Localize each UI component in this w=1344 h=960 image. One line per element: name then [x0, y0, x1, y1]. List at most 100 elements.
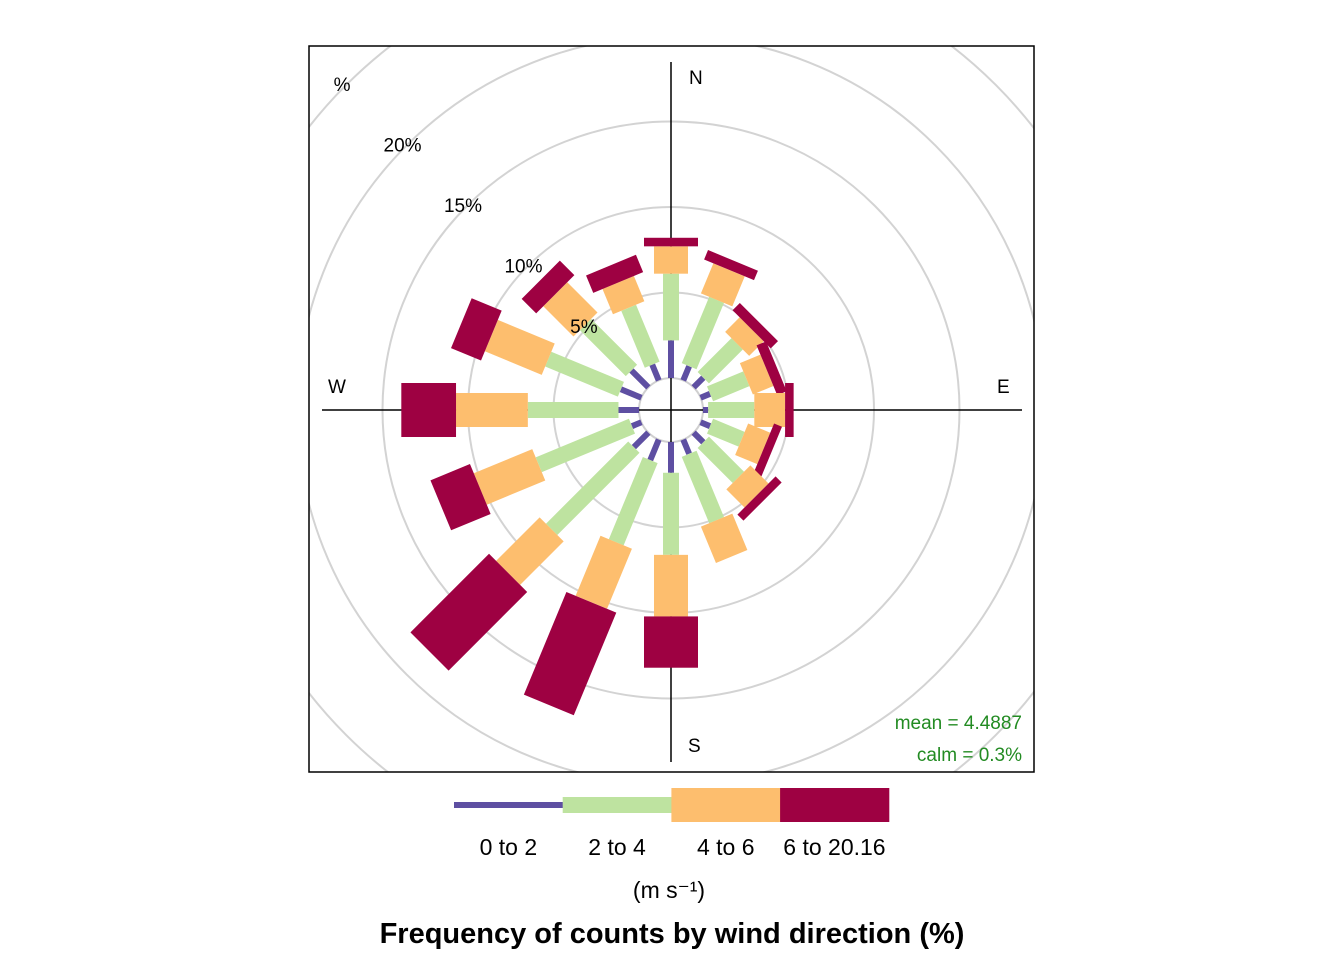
bar-wsw-bin-3	[473, 449, 546, 505]
bar-nne-bin-2	[681, 296, 725, 370]
bar-sw-bin-1	[631, 430, 651, 450]
direction-sw	[410, 430, 651, 671]
bar-s-bin-3	[654, 554, 688, 617]
bar-nw-bin-1	[629, 368, 651, 390]
bar-ne-bin-4	[732, 302, 779, 349]
direction-ese	[699, 418, 782, 477]
bar-ne-bin-2	[697, 338, 743, 384]
bar-wsw-bin-1	[630, 419, 643, 429]
direction-ene	[699, 341, 787, 402]
bar-e-bin-3	[754, 393, 786, 427]
bar-se-bin-1	[691, 430, 706, 445]
bar-sse-bin-3	[700, 513, 748, 563]
chart-title: Frequency of counts by wind direction (%…	[380, 918, 965, 950]
bar-ssw-bin-3	[575, 535, 632, 609]
bar-nnw-bin-4	[586, 254, 644, 293]
bar-w-bin-3	[456, 393, 528, 427]
bar-nnw-bin-3	[602, 275, 645, 315]
direction-sse	[680, 438, 748, 563]
bar-e-bin-2	[708, 402, 755, 418]
bar-n-bin-1	[668, 340, 674, 378]
legend-label-4: 6 to 20.16	[783, 834, 885, 860]
ring-label-25: %	[334, 75, 351, 96]
bar-wsw-bin-2	[535, 418, 636, 473]
compass-label-e: E	[997, 377, 1010, 398]
bar-ne-bin-3	[725, 317, 764, 356]
bar-se-bin-3	[726, 465, 769, 508]
legend-swatch-2	[562, 797, 672, 813]
bar-s-bin-2	[663, 472, 679, 555]
ring-labels: 5% 10% 15% 20%%	[334, 75, 598, 338]
bar-se-bin-2	[697, 436, 745, 484]
bar-ene-bin-1	[699, 391, 712, 401]
bar-ene-bin-3	[739, 354, 774, 395]
bar-e-bin-4	[785, 383, 794, 437]
mean-stat: mean = 4.4887	[895, 713, 1022, 734]
bar-wnw-bin-4	[451, 298, 502, 361]
bar-nne-bin-3	[700, 263, 745, 307]
bar-w-bin-4	[401, 383, 457, 437]
ring-label-20: 20%	[384, 136, 422, 157]
bar-ese-bin-1	[699, 419, 712, 429]
bar-nw-bin-2	[579, 318, 638, 377]
ring-label-10: 10%	[504, 256, 542, 277]
direction-ssw	[523, 438, 662, 716]
bar-wnw-bin-2	[545, 351, 624, 397]
bar-ssw-bin-1	[647, 438, 662, 462]
legend-swatch-3	[671, 788, 781, 822]
direction-wsw	[430, 418, 643, 531]
panel-border	[308, 45, 1035, 773]
legend-swatch-4	[780, 788, 890, 822]
direction-s	[644, 442, 698, 668]
compass-label-s: S	[688, 736, 701, 757]
bar-ese-bin-2	[706, 418, 745, 447]
bar-ene-bin-4	[756, 341, 787, 396]
ring-label-5: 5%	[570, 317, 598, 338]
bar-s-bin-1	[668, 442, 674, 473]
plot-area: 5% 10% 15% 20%%	[309, 46, 1034, 772]
direction-nw	[521, 260, 651, 390]
legend-unit: (m s⁻¹)	[633, 877, 705, 903]
bar-wnw-bin-3	[484, 319, 555, 375]
bar-nw-bin-3	[543, 282, 598, 337]
direction-se	[691, 430, 782, 521]
compass-label-n: N	[689, 68, 703, 89]
bar-nw-bin-4	[521, 260, 575, 314]
bar-sw-bin-4	[410, 553, 528, 671]
bar-ne-bin-1	[691, 375, 706, 390]
direction-w	[401, 383, 640, 437]
direction-nne	[680, 250, 758, 382]
bar-se-bin-4	[737, 476, 782, 521]
bar-w-bin-2	[527, 402, 619, 418]
legend-label-2: 2 to 4	[588, 834, 646, 860]
direction-n	[644, 237, 698, 378]
direction-wnw	[451, 298, 643, 401]
ring-label-15: 15%	[444, 196, 482, 217]
direction-ne	[691, 302, 779, 390]
bar-ese-bin-4	[753, 423, 782, 477]
bar-nnw-bin-1	[649, 363, 662, 382]
direction-nnw	[586, 254, 662, 382]
calm-stat: calm = 0.3%	[917, 745, 1022, 766]
direction-e	[703, 383, 794, 437]
bar-w-bin-1	[618, 407, 640, 413]
bar-ssw-bin-2	[608, 457, 658, 546]
bar-s-bin-4	[644, 616, 698, 668]
bar-nne-bin-4	[704, 250, 758, 281]
legend: 0 to 2 2 to 4 4 to 6 6 to 20.16	[454, 788, 890, 860]
bar-n-bin-2	[663, 273, 679, 341]
bar-nne-bin-1	[680, 365, 692, 382]
bar-e-bin-1	[703, 407, 709, 413]
bar-sse-bin-1	[680, 438, 692, 455]
legend-label-3: 4 to 6	[697, 834, 755, 860]
bar-wsw-bin-4	[430, 464, 491, 531]
bar-sw-bin-2	[545, 441, 640, 536]
bar-nnw-bin-2	[621, 304, 660, 368]
bar-ene-bin-2	[706, 371, 750, 402]
bar-n-bin-3	[654, 246, 688, 274]
bar-sw-bin-3	[496, 517, 564, 585]
compass-label-w: W	[328, 377, 346, 398]
legend-swatch-1	[454, 802, 564, 808]
bar-wnw-bin-1	[619, 386, 643, 401]
